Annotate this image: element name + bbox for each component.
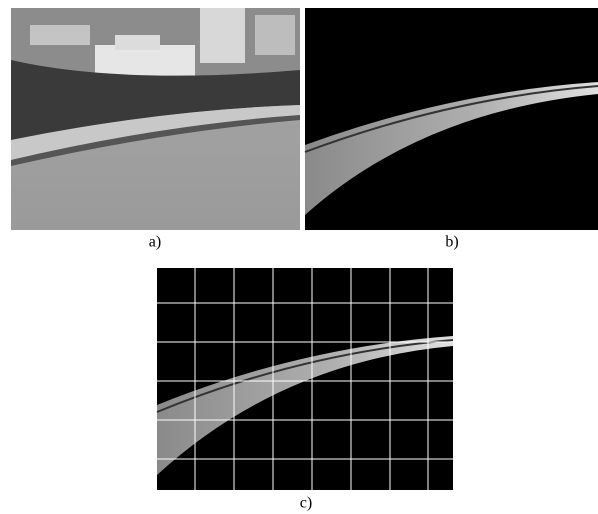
panel-a-image xyxy=(11,8,300,230)
panel-label: b) xyxy=(445,234,458,251)
panel-label: a) xyxy=(149,234,161,251)
panel-b-image xyxy=(304,8,598,230)
panel-c-image xyxy=(156,268,454,490)
grid-overlay xyxy=(157,268,453,490)
panel-label: c) xyxy=(300,495,312,512)
